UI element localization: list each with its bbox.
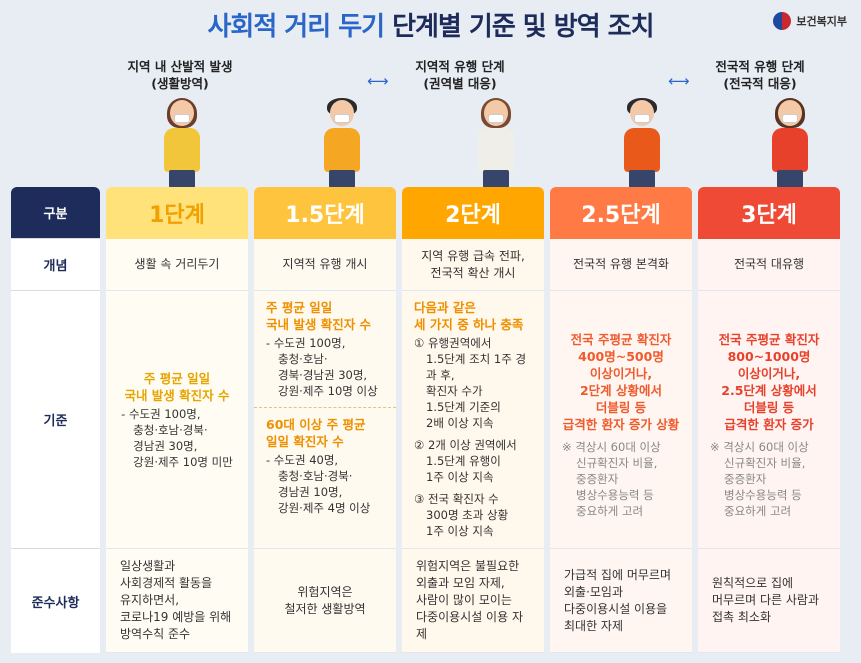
- compliance-stage-1: 일상생활과 사회경제적 활동을 유지하면서, 코로나19 예방을 위해 방역수칙…: [106, 549, 248, 653]
- concept-stage-1: 생활 속 거리두기: [106, 239, 248, 291]
- concept-stage-3: 전국적 대유행: [698, 239, 840, 291]
- phase-line: 지역적 유행 단계: [415, 59, 505, 74]
- criteria-note: ※ 격상시 60대 이상: [710, 440, 809, 454]
- phase-line: (생활방역): [151, 76, 209, 91]
- phase-line: 지역 내 산발적 발생: [127, 59, 233, 74]
- concept-line: 전국적 확산 개시: [430, 265, 516, 280]
- stage-header-1: 1단계: [106, 187, 248, 239]
- criteria-stage-2-5: 전국 주평균 확진자 400명~500명 이상이거나, 2단계 상황에서 더블링…: [550, 291, 692, 549]
- concept-line: 지역 유행 급속 전파,: [421, 248, 525, 263]
- person-man-icon: [612, 98, 672, 188]
- stage-header-2: 2단계: [402, 187, 544, 239]
- logo-text: 보건복지부: [796, 15, 847, 28]
- criteria-stage-3: 전국 주평균 확진자 800~1000명 이상이거나, 2.5단계 상황에서 더…: [698, 291, 840, 549]
- title-part2: 단계별 기준 및 방역 조치: [392, 12, 654, 42]
- page-title: 사회적 거리 두기 단계별 기준 및 방역 조치: [0, 6, 861, 43]
- person-woman-icon: [760, 98, 820, 188]
- stage-header-2-5: 2.5단계: [550, 187, 692, 239]
- person-woman-icon: [152, 98, 212, 188]
- criteria-highlight-2: 60대 이상 주 평균 일일 확진자 수: [266, 417, 366, 449]
- criteria-stage-1: 주 평균 일일 국내 발생 확진자 수 - 수도권 100명, 충청·호남·경북…: [106, 291, 248, 549]
- stage-table: 구분 1단계 1.5단계 2단계 2.5단계 3단계 개념 생활 속 거리두기 …: [11, 187, 851, 653]
- concept-stage-2-5: 전국적 유행 본격화: [550, 239, 692, 291]
- compliance-stage-1-5: 위험지역은 철저한 생활방역: [254, 549, 396, 653]
- person-woman-backpack-icon: [466, 98, 526, 188]
- taegeuk-icon: [773, 12, 792, 30]
- phase-label-local: 지역 내 산발적 발생 (생활방역): [110, 58, 250, 92]
- compliance-stage-2: 위험지역은 불필요한 외출과 모임 자제, 사람이 많이 모이는 다중이용시설 …: [402, 549, 544, 653]
- criteria-stage-1-5: 주 평균 일일 국내 발생 확진자 수 - 수도권 100명, 충청·호남· 경…: [254, 291, 396, 549]
- concept-stage-2: 지역 유행 급속 전파, 전국적 확산 개시: [402, 239, 544, 291]
- title-part1: 사회적 거리 두기: [207, 12, 385, 42]
- criteria-note: ※ 격상시 60대 이상: [562, 440, 661, 454]
- row-label-concept: 개념: [11, 239, 100, 291]
- stage-header-3: 3단계: [698, 187, 840, 239]
- arrow-icon: ⟷: [668, 72, 690, 90]
- stage-header-1-5: 1.5단계: [254, 187, 396, 239]
- phase-label-regional: 지역적 유행 단계 (권역별 대응): [395, 58, 525, 92]
- phase-line: 전국적 유행 단계: [715, 59, 805, 74]
- criteria-highlight: 주 평균 일일 국내 발생 확진자 수: [266, 300, 372, 332]
- phase-line: (전국적 대응): [723, 76, 797, 91]
- ministry-logo: 보건복지부: [773, 12, 847, 30]
- compliance-stage-3: 원칙적으로 집에 머무르며 다른 사람과 접촉 최소화: [698, 549, 840, 653]
- phase-line: (권역별 대응): [423, 76, 497, 91]
- criteria-highlight: 전국 주평균 확진자 800~1000명 이상이거나, 2.5단계 상황에서 더…: [718, 332, 820, 432]
- row-label-criteria: 기준: [11, 291, 100, 549]
- criteria-highlight: 주 평균 일일 국내 발생 확진자 수: [124, 370, 230, 403]
- person-man-icon: [312, 98, 372, 188]
- phase-label-national: 전국적 유행 단계 (전국적 대응): [690, 58, 830, 92]
- criteria-highlight: 전국 주평균 확진자 400명~500명 이상이거나, 2단계 상황에서 더블링…: [562, 332, 680, 432]
- row-label-stage: 구분: [11, 187, 100, 239]
- criteria-highlight: 다음과 같은 세 가지 중 하나 충족: [414, 300, 524, 332]
- compliance-stage-2-5: 가급적 집에 머무르며 외출·모임과 다중이용시설 이용을 최대한 자제: [550, 549, 692, 653]
- divider: [254, 407, 396, 408]
- row-label-compliance: 준수사항: [11, 549, 100, 653]
- arrow-icon: ⟷: [367, 72, 389, 90]
- concept-stage-1-5: 지역적 유행 개시: [254, 239, 396, 291]
- criteria-stage-2: 다음과 같은 세 가지 중 하나 충족 ① 유행권역에서 1.5단계 조치 1주…: [402, 291, 544, 549]
